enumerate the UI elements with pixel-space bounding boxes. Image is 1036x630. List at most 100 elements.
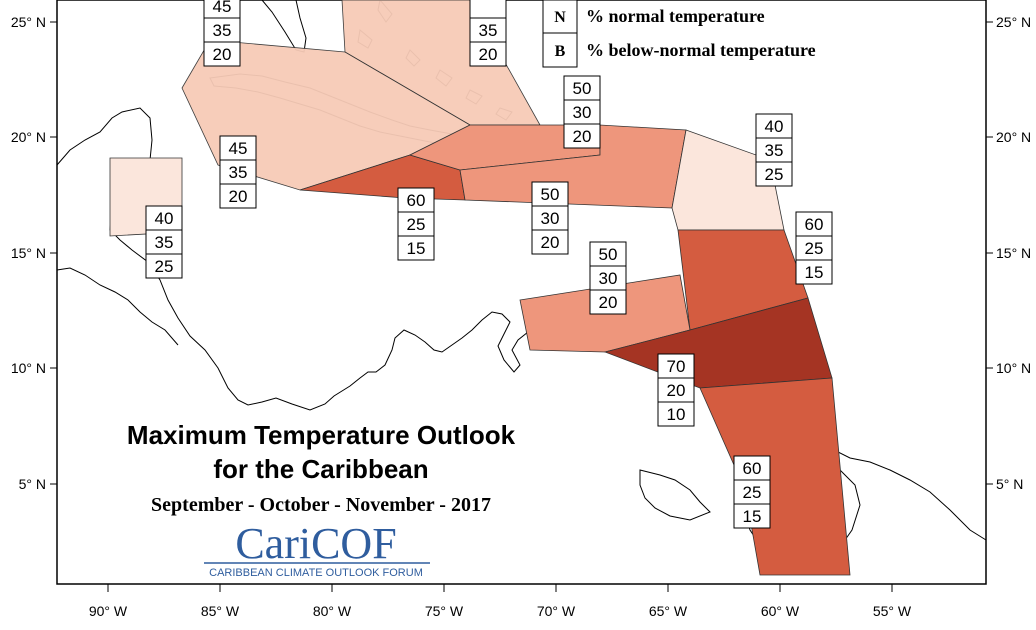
lon-label: 60° W	[761, 603, 800, 619]
prob-below-normal: 20	[479, 45, 498, 64]
axis-ticks: 90° W 85° W 80° W 75° W 70° W 65° W 60° W 55° W…	[11, 14, 1031, 619]
prob-above-normal: 50	[541, 185, 560, 204]
prob-above-normal: 50	[573, 79, 592, 98]
prob-normal: 35	[213, 21, 232, 40]
lon-label: 75° W	[425, 603, 464, 619]
prob-above-normal: 70	[667, 357, 686, 376]
lon-label: 65° W	[649, 603, 688, 619]
prob-above-normal: 60	[805, 215, 824, 234]
map-title: Maximum Temperature Outlook for the Cari…	[127, 420, 516, 516]
lon-label: 85° W	[201, 603, 240, 619]
prob-normal: 25	[805, 239, 824, 258]
lat-label-left: 5° N	[19, 476, 46, 492]
legend-label-below-normal: % below-normal temperature	[586, 40, 816, 60]
prob-cell	[589, 241, 627, 267]
prob-cell	[795, 235, 833, 261]
map-frame	[56, 0, 987, 585]
prob-cell	[219, 135, 257, 161]
prob-normal: 30	[599, 269, 618, 288]
prob-below-normal: 10	[667, 405, 686, 424]
prob-box-puerto-rico: 50 30 20	[531, 181, 569, 255]
prob-below-normal: 25	[765, 165, 784, 184]
prob-above-normal: 60	[743, 459, 762, 478]
lat-label-right: 10° N	[996, 360, 1031, 376]
lat-label-left: 25° N	[11, 14, 46, 30]
lon-label: 80° W	[313, 603, 352, 619]
prob-normal: 30	[541, 209, 560, 228]
legend-label-normal: % normal temperature	[586, 6, 765, 26]
logo-tagline: CARIBBEAN CLIMATE OUTLOOK FORUM	[209, 567, 423, 579]
prob-below-normal: 15	[407, 239, 426, 258]
prob-cell	[203, 17, 241, 43]
prob-cell	[145, 205, 183, 231]
prob-above-normal: 45	[229, 139, 248, 158]
prob-normal: 25	[407, 215, 426, 234]
lat-label-left: 10° N	[11, 360, 46, 376]
prob-cell	[795, 259, 833, 285]
prob-box-hispaniola: 50 30 20	[563, 75, 601, 149]
prob-cell	[219, 183, 257, 209]
prob-below-normal: 20	[213, 45, 232, 64]
prob-cell	[397, 187, 435, 213]
lat-label-right: 20° N	[996, 129, 1031, 145]
prob-box-abc-islands: 50 30 20	[589, 241, 627, 315]
prob-normal: 35	[479, 21, 498, 40]
prob-cell	[657, 377, 695, 403]
prob-cell	[563, 123, 601, 149]
prob-box-windward-islands: 60 25 15	[795, 211, 833, 285]
prob-box-trinidad: 70 20 10	[657, 353, 695, 427]
prob-normal: 35	[155, 233, 174, 252]
prob-normal: 25	[743, 483, 762, 502]
prob-cell	[531, 229, 569, 255]
region-guianas	[699, 377, 851, 576]
prob-below-normal: 20	[599, 293, 618, 312]
prob-normal: 35	[229, 163, 248, 182]
title-line-2: for the Caribbean	[213, 454, 428, 484]
prob-box-bahamas-west: 45 35 20	[203, 0, 241, 67]
prob-box-belize: 40 35 25	[145, 205, 183, 279]
prob-cell	[733, 503, 771, 529]
prob-above-normal: 60	[407, 191, 426, 210]
title-line-1: Maximum Temperature Outlook	[127, 420, 516, 450]
prob-cell	[589, 289, 627, 315]
prob-cell	[397, 211, 435, 237]
title-season: September - October - November - 2017	[151, 494, 491, 516]
logo-wordmark: CariCOF	[235, 519, 396, 568]
prob-box-guianas: 60 25 15	[733, 455, 771, 529]
probability-boxes: 3520453520453520403525602515503020503020…	[145, 0, 833, 529]
prob-cell	[469, 41, 507, 67]
prob-cell	[531, 205, 569, 231]
lat-label-right: 25° N	[996, 14, 1031, 30]
prob-above-normal: 50	[599, 245, 618, 264]
prob-above-normal: 40	[155, 209, 174, 228]
prob-below-normal: 20	[541, 233, 560, 252]
prob-below-normal: 25	[155, 257, 174, 276]
prob-cell	[145, 253, 183, 279]
lon-label: 70° W	[537, 603, 576, 619]
prob-below-normal: 15	[743, 507, 762, 526]
prob-cell	[219, 159, 257, 185]
legend-box-b	[542, 32, 578, 68]
caricof-logo: CariCOF CARIBBEAN CLIMATE OUTLOOK FORUM	[204, 519, 430, 579]
prob-cell	[657, 353, 695, 379]
prob-box-jamaica: 60 25 15	[397, 187, 435, 261]
legend-letter-n: N	[554, 9, 566, 26]
prob-cell	[755, 137, 793, 163]
prob-normal: 30	[573, 103, 592, 122]
prob-above-normal: 40	[765, 117, 784, 136]
prob-below-normal: 15	[805, 263, 824, 282]
prob-cell	[755, 161, 793, 187]
legend: N % normal temperature B % below-normal …	[542, 0, 816, 68]
prob-cell	[397, 235, 435, 261]
prob-cell	[469, 0, 507, 19]
lat-label-right: 5° N	[996, 476, 1023, 492]
prob-above-normal: 45	[213, 0, 232, 16]
lat-label-left: 20° N	[11, 129, 46, 145]
prob-box-leeward-islands: 40 35 25	[755, 113, 793, 187]
lat-label-left: 15° N	[11, 245, 46, 261]
lon-label: 55° W	[873, 603, 912, 619]
prob-box-cuba: 45 35 20	[219, 135, 257, 209]
lon-label: 90° W	[89, 603, 128, 619]
